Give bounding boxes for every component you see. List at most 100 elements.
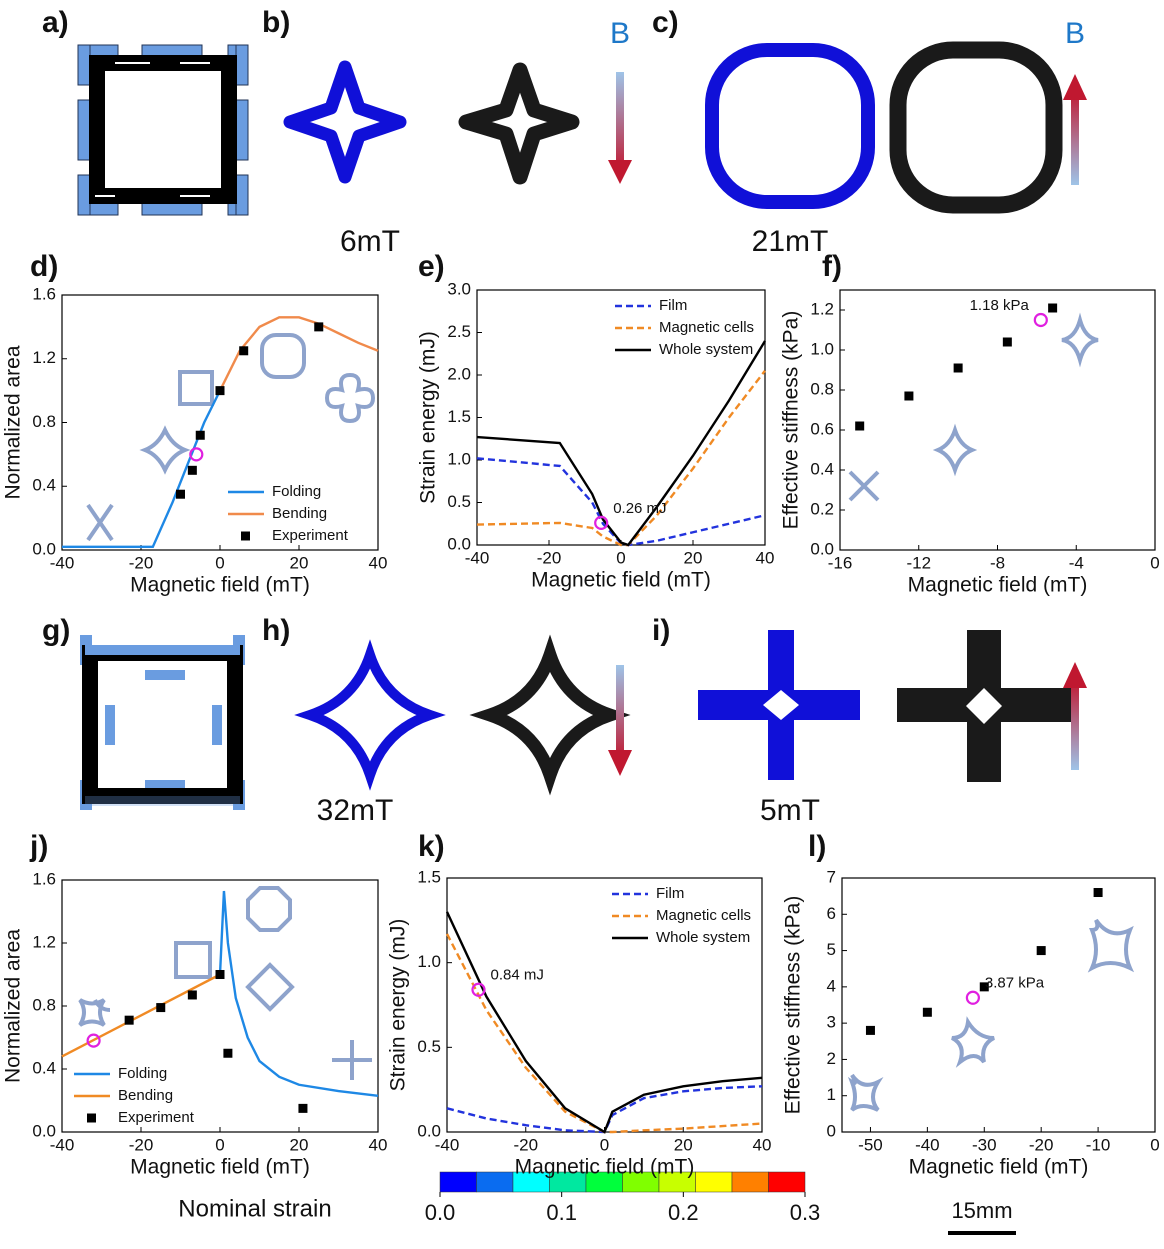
x-tick-label: -30 bbox=[972, 1135, 997, 1154]
colorbar-title: Nominal strain bbox=[178, 1195, 331, 1222]
panel-label: g) bbox=[42, 614, 70, 647]
y-tick-label: 4 bbox=[827, 976, 836, 995]
data-point bbox=[298, 1104, 307, 1113]
sim-square bbox=[712, 50, 868, 202]
y-tick-label: 1.0 bbox=[810, 339, 834, 358]
b-label: B bbox=[1065, 17, 1085, 50]
field-arrow bbox=[1071, 680, 1079, 770]
highlight-label: 0.84 mJ bbox=[491, 967, 544, 984]
x-tick-label: 0 bbox=[616, 548, 625, 567]
y-tick-label: 0.6 bbox=[810, 419, 834, 438]
data-point bbox=[923, 1008, 932, 1017]
x-axis-title: Magnetic field (mT) bbox=[531, 569, 711, 592]
series-line bbox=[477, 371, 765, 545]
data-point bbox=[954, 364, 963, 373]
highlight-label: 0.26 mJ bbox=[613, 500, 666, 517]
b-label: B bbox=[610, 17, 630, 50]
x-tick-label: 0 bbox=[1150, 553, 1159, 572]
y-tick-label: 0.4 bbox=[32, 1058, 56, 1077]
x-tick-label: -8 bbox=[990, 553, 1005, 572]
y-tick-label: 0.5 bbox=[417, 1037, 441, 1056]
data-point bbox=[125, 1016, 134, 1025]
data-point bbox=[176, 490, 185, 499]
x-tick-label: 20 bbox=[684, 548, 703, 567]
y-tick-label: 0.0 bbox=[32, 539, 56, 558]
data-point bbox=[1094, 888, 1103, 897]
y-axis-title: Strain energy (mJ) bbox=[387, 919, 410, 1092]
data-point bbox=[866, 1026, 875, 1035]
data-point bbox=[156, 1003, 165, 1012]
plot-frame bbox=[842, 878, 1155, 1132]
x-tick-label: 40 bbox=[756, 548, 775, 567]
data-point bbox=[223, 1049, 232, 1058]
legend-swatch bbox=[87, 1114, 96, 1123]
x-tick-label: 20 bbox=[290, 553, 309, 572]
field-arrow bbox=[1071, 90, 1079, 185]
data-point bbox=[1048, 304, 1057, 313]
data-point bbox=[188, 990, 197, 999]
y-tick-label: 0.0 bbox=[417, 1121, 441, 1140]
plot-frame bbox=[840, 290, 1155, 550]
data-point bbox=[904, 392, 913, 401]
x-tick-label: 0 bbox=[215, 553, 224, 572]
y-tick-label: 0.4 bbox=[810, 459, 834, 478]
legend-label: Experiment bbox=[118, 1109, 195, 1126]
y-tick-label: 2 bbox=[827, 1049, 836, 1068]
y-axis-title: Normalized area bbox=[2, 345, 25, 499]
x-tick-label: 0 bbox=[600, 1135, 609, 1154]
legend-swatch bbox=[241, 532, 250, 541]
y-tick-label: 3 bbox=[827, 1013, 836, 1032]
field-arrow bbox=[616, 665, 624, 760]
y-tick-label: 1.2 bbox=[32, 348, 56, 367]
legend-label: Film bbox=[656, 885, 684, 902]
y-tick-label: 1.0 bbox=[447, 449, 471, 468]
x-tick-label: -50 bbox=[858, 1135, 883, 1154]
colorbar-tick-label: 0.0 bbox=[425, 1200, 456, 1225]
y-tick-label: 1.6 bbox=[32, 284, 56, 303]
series-line bbox=[220, 891, 378, 1096]
y-tick-label: 0.5 bbox=[447, 492, 471, 511]
y-tick-label: 1 bbox=[827, 1085, 836, 1104]
data-point bbox=[216, 970, 225, 979]
y-tick-label: 0.0 bbox=[447, 534, 471, 553]
panel-label: e) bbox=[418, 250, 445, 283]
colorbar-tick-label: 0.1 bbox=[546, 1200, 577, 1225]
data-point bbox=[1003, 338, 1012, 347]
series-line bbox=[447, 934, 762, 1132]
panel-label: i) bbox=[652, 614, 670, 647]
x-tick-label: 20 bbox=[674, 1135, 693, 1154]
diagram-g bbox=[80, 635, 245, 810]
x-axis-title: Magnetic field (mT) bbox=[908, 574, 1088, 597]
plot-frame bbox=[62, 880, 378, 1132]
y-tick-label: 6 bbox=[827, 904, 836, 923]
x-tick-label: 20 bbox=[290, 1135, 309, 1154]
sim-star bbox=[290, 67, 400, 177]
illustrations bbox=[78, 45, 1130, 1235]
colorbar-cell bbox=[696, 1172, 733, 1192]
panel-label: k) bbox=[418, 830, 445, 863]
x-tick-label: -20 bbox=[129, 553, 154, 572]
colorbar-tick-label: 0.2 bbox=[668, 1200, 699, 1225]
field-arrow bbox=[616, 72, 624, 172]
y-tick-label: 0.2 bbox=[810, 499, 834, 518]
series-line bbox=[447, 1086, 762, 1132]
legend-label: Bending bbox=[272, 505, 327, 522]
field-label: 5mT bbox=[760, 794, 820, 827]
panel-label: l) bbox=[808, 830, 826, 863]
x-axis-title: Magnetic field (mT) bbox=[909, 1156, 1089, 1179]
colorbar-cell bbox=[769, 1172, 806, 1192]
panel-label: a) bbox=[42, 6, 69, 39]
y-tick-label: 5 bbox=[827, 940, 836, 959]
panel-label: j) bbox=[29, 830, 48, 863]
y-tick-label: 1.6 bbox=[32, 869, 56, 888]
y-tick-label: 1.5 bbox=[417, 867, 441, 886]
x-tick-label: 0 bbox=[1150, 1135, 1159, 1154]
data-point bbox=[314, 322, 323, 331]
y-axis-title: Normalized area bbox=[2, 929, 25, 1083]
y-tick-label: 0.0 bbox=[810, 539, 834, 558]
scale-label: 15mm bbox=[951, 1198, 1012, 1223]
photo-square bbox=[898, 50, 1054, 205]
y-tick-label: 0.8 bbox=[32, 412, 56, 431]
highlight-marker bbox=[1035, 314, 1047, 326]
legend-label: Whole system bbox=[659, 341, 753, 358]
